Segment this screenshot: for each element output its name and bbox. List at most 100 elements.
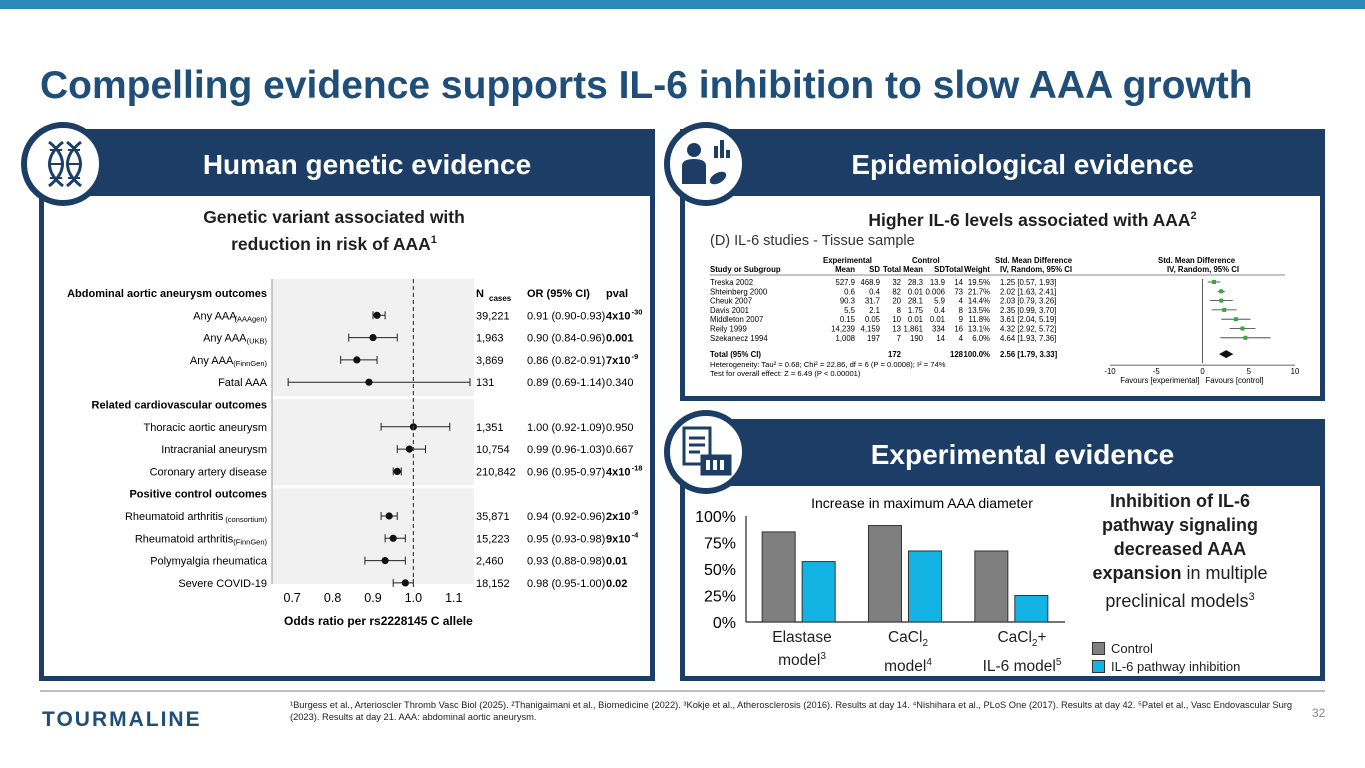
meta-total-ci: 2.56 [1.79, 3.33] <box>1000 350 1058 359</box>
meta-cell: Szekanecz 1994 <box>710 334 768 343</box>
forest-row-label: Any AAA <box>190 355 234 367</box>
meta-cell: 32 <box>892 278 901 287</box>
forest-row-p: 0.340 <box>606 377 634 389</box>
col-header-n-sub: cases <box>489 294 512 303</box>
forest-row-p: 4x10 <box>606 466 630 478</box>
meta-cell: 82 <box>892 287 901 296</box>
bar-chart: Increase in maximum AAA diameter 0% 25% 50%… <box>695 495 1065 628</box>
meta-favours-left: Favours [experimental] <box>1120 376 1199 385</box>
epi-subtitle-sup: 2 <box>1190 210 1197 222</box>
meta-cell: 8 <box>897 306 901 315</box>
forest-point <box>389 534 397 542</box>
meta-title: (D) IL-6 studies - Tissue sample <box>710 233 915 249</box>
forest-point <box>369 334 377 342</box>
forest-row-pexp: -9 <box>632 508 639 517</box>
scientist-chart-icon <box>682 140 730 185</box>
meta-x-tick: 0 <box>1200 367 1205 376</box>
bar-y-tick: 0% <box>713 615 736 628</box>
meta-point <box>1212 280 1217 284</box>
page-number: 32 <box>1312 706 1326 720</box>
genetic-subtitle-sup: 1 <box>430 234 437 246</box>
forest-row-label: Rheumatoid arthritis <box>135 533 234 545</box>
forest-row-sublabel: (AAAgen) <box>234 314 267 323</box>
top-accent-bar <box>0 0 1365 9</box>
meta-cell: 1.25 [0.57, 1.93] <box>1000 278 1056 287</box>
bar-y-tick: 25% <box>704 589 736 606</box>
forest-x-tick: 1.1 <box>445 591 462 605</box>
meta-cell: 527.9 <box>835 278 855 287</box>
forest-row-n: 2,460 <box>476 556 504 568</box>
genetic-header: Human genetic evidence <box>44 134 650 196</box>
meta-cell: 3.61 [2.04, 5.19] <box>1000 315 1056 324</box>
meta-cell: 2.1 <box>869 306 880 315</box>
meta-cell: Reily 1999 <box>710 325 747 334</box>
meta-cell: 90.3 <box>840 297 855 306</box>
forest-row-sublabel: (FinnGen) <box>233 537 267 546</box>
meta-total-diamond <box>1219 350 1234 359</box>
forest-row-label: Thoracic aortic aneurysm <box>144 422 268 434</box>
meta-total-label: Total (95% CI) <box>710 350 761 359</box>
meta-cell: 0.01 <box>930 315 945 324</box>
meta-cell: 2.35 [0.99, 3.70] <box>1000 306 1056 315</box>
meta-cell: 2.03 [0.79, 3.26] <box>1000 297 1056 306</box>
meta-cell: 14 <box>954 278 963 287</box>
forest-row-or: 0.86 (0.82-0.91) <box>527 355 605 367</box>
forest-group-title: Positive control outcomes <box>129 489 267 501</box>
forest-row-or: 0.96 (0.95-0.97) <box>527 466 605 478</box>
forest-row-or: 0.89 (0.69-1.14) <box>527 377 605 389</box>
meta-cell: 5.5 <box>844 306 856 315</box>
forest-row-p: 0.001 <box>606 333 634 345</box>
meta-cell: 10 <box>892 315 901 324</box>
legend-inhibition-swatch <box>1092 660 1105 673</box>
genetic-subtitle: Genetic variant associated with reductio… <box>94 206 574 256</box>
meta-point <box>1222 307 1227 312</box>
epi-panel: Epidemiological evidence Higher IL-6 lev… <box>680 129 1325 401</box>
cat1-line2: model <box>778 652 821 670</box>
cat1-sup: 3 <box>820 651 826 662</box>
legend-control-swatch <box>1092 642 1105 655</box>
exp-side-bold: Inhibition of IL-6 pathway signaling dec… <box>1092 491 1259 583</box>
meta-col-header: IV, Random, 95% CI <box>1167 265 1239 274</box>
forest-row-label: Any AAA <box>193 310 237 322</box>
forest-row-p: 0.667 <box>606 444 634 456</box>
genetic-subtitle-line2: reduction in risk of AAA <box>231 233 431 254</box>
cat2-sub: 2 <box>922 638 928 650</box>
meta-cell: 14,239 <box>831 325 855 334</box>
cat3-sup: 5 <box>1055 657 1062 669</box>
meta-col-header: Total <box>883 265 901 274</box>
bar-y-tick: 50% <box>704 562 736 579</box>
meta-cell: 4 <box>959 334 964 343</box>
bar-y-tick: 75% <box>704 536 736 553</box>
meta-col-header: Weight <box>964 265 990 274</box>
meta-x-tick: 10 <box>1291 367 1300 376</box>
forest-row-p: 0.01 <box>606 556 627 568</box>
meta-cell: 0.4 <box>869 287 881 296</box>
forest-row-label: Severe COVID-19 <box>178 578 267 590</box>
meta-cell: Davis 2001 <box>710 306 749 315</box>
forest-row-n: 35,871 <box>476 511 510 523</box>
bar-control <box>761 531 796 623</box>
cat3-line2: IL-6 model <box>982 658 1056 676</box>
meta-cell: 334 <box>932 325 946 334</box>
meta-header-ctrl: Control <box>912 256 940 265</box>
meta-heterogeneity: Heterogeneity: Tau² = 0.68; Chi² = 22.86… <box>710 360 946 369</box>
meta-col-header: IV, Random, 95% CI <box>1000 265 1072 274</box>
exp-header: Experimental evidence <box>685 424 1320 486</box>
meta-col-header: SD <box>934 265 945 274</box>
meta-cell: 13.1% <box>968 325 990 334</box>
meta-cell: 73 <box>954 287 963 296</box>
meta-cell: 197 <box>867 334 880 343</box>
cat2-sup: 4 <box>926 657 932 669</box>
cat1-line1: Elastase <box>772 629 832 646</box>
epi-subtitle-text: Higher IL-6 levels associated with AAA <box>868 209 1191 230</box>
meta-cell: 31.7 <box>865 297 880 306</box>
exp-side-rest: in multiple preclinical models <box>1105 563 1268 611</box>
meta-x-tick: -10 <box>1104 367 1116 376</box>
bar-il6-inhibition <box>801 561 836 623</box>
forest-row-label: Fatal AAA <box>218 377 268 389</box>
forest-row-sublabel: (consortium) <box>225 515 267 524</box>
cat2-line2: model <box>884 658 927 676</box>
meta-cell: Treska 2002 <box>710 278 753 287</box>
bar-category-3: CaCl2+ IL-6 model5 <box>962 628 1082 676</box>
